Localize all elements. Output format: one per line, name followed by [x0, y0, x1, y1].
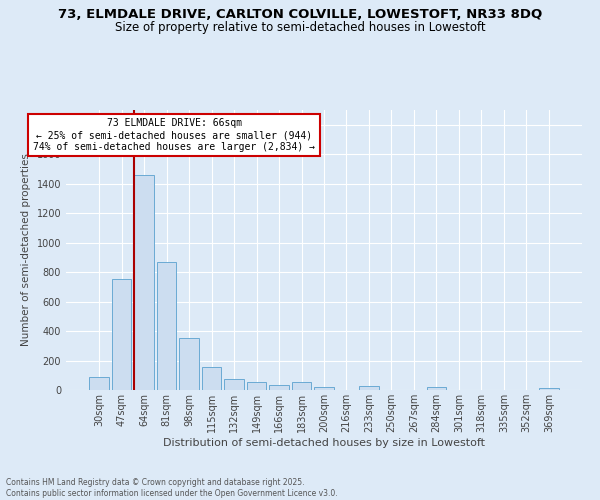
Bar	[112, 280, 131, 390]
Text: Contains HM Land Registry data © Crown copyright and database right 2025.
Contai: Contains HM Land Registry data © Crown c…	[6, 478, 338, 498]
X-axis label: Distribution of semi-detached houses by size in Lowestoft: Distribution of semi-detached houses by …	[163, 438, 485, 448]
Bar	[89, 376, 109, 390]
Bar	[269, 385, 289, 390]
Text: Size of property relative to semi-detached houses in Lowestoft: Size of property relative to semi-detach…	[115, 21, 485, 34]
Bar	[134, 175, 154, 390]
Bar	[539, 388, 559, 390]
Bar	[292, 382, 311, 390]
Text: 73 ELMDALE DRIVE: 66sqm
← 25% of semi-detached houses are smaller (944)
74% of s: 73 ELMDALE DRIVE: 66sqm ← 25% of semi-de…	[34, 118, 316, 152]
Bar	[427, 387, 446, 390]
Bar	[157, 262, 176, 390]
Y-axis label: Number of semi-detached properties: Number of semi-detached properties	[21, 154, 31, 346]
Bar	[202, 367, 221, 390]
Bar	[247, 382, 266, 390]
Text: 73, ELMDALE DRIVE, CARLTON COLVILLE, LOWESTOFT, NR33 8DQ: 73, ELMDALE DRIVE, CARLTON COLVILLE, LOW…	[58, 8, 542, 20]
Bar	[314, 387, 334, 390]
Bar	[224, 379, 244, 390]
Bar	[179, 338, 199, 390]
Bar	[359, 386, 379, 390]
